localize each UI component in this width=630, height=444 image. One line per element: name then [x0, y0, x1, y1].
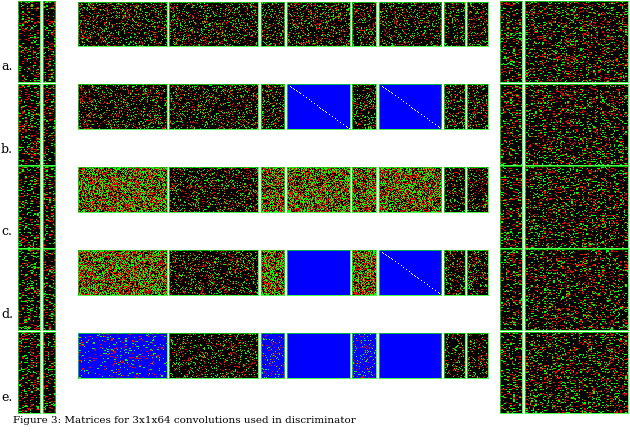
Text: b.: b. [1, 143, 13, 156]
Text: e.: e. [1, 391, 12, 404]
Text: c.: c. [1, 226, 12, 238]
Text: Figure 3: Matrices for 3x1x64 convolutions used in discriminator: Figure 3: Matrices for 3x1x64 convolutio… [13, 416, 355, 425]
Text: a.: a. [1, 60, 13, 73]
Text: d.: d. [1, 308, 13, 321]
